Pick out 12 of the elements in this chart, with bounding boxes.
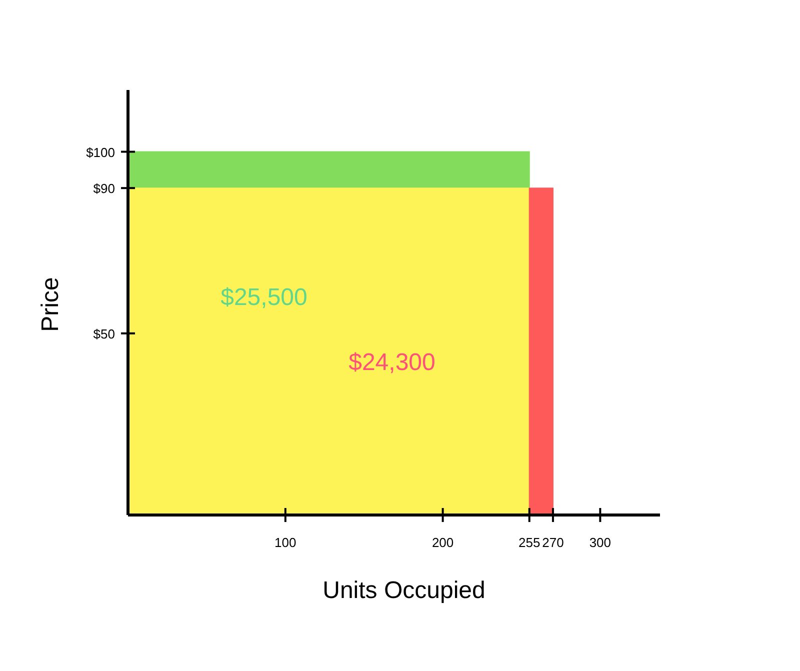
x-tick-label: 200	[432, 535, 454, 550]
x-tick-label: 300	[589, 535, 612, 550]
y-tick-label: $100	[86, 144, 115, 160]
annotation: $25,500	[220, 284, 308, 311]
y-axis-title: Price	[37, 277, 64, 332]
x-tick-label: 100	[274, 535, 296, 550]
annotation: $24,300	[348, 349, 436, 376]
y-tick-label: $90	[93, 181, 115, 196]
y-tick-label: $50	[93, 326, 115, 342]
x-tick-label: 270	[542, 535, 564, 550]
x-axis-title: Units Occupied	[322, 577, 486, 604]
x-tick-label: 255	[518, 535, 540, 550]
